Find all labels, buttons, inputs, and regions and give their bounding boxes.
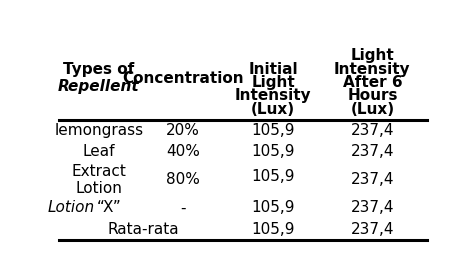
Text: Intensity: Intensity: [235, 88, 311, 104]
Text: Lotion: Lotion: [75, 181, 122, 196]
Text: 105,9: 105,9: [252, 169, 295, 183]
Text: After 6: After 6: [343, 75, 402, 90]
Text: 105,9: 105,9: [252, 222, 295, 237]
Text: Light: Light: [251, 75, 295, 90]
Text: Intensity: Intensity: [334, 62, 411, 77]
Text: 237,4: 237,4: [351, 172, 394, 187]
Text: (Lux): (Lux): [350, 102, 394, 117]
Text: -: -: [181, 200, 186, 215]
Text: 105,9: 105,9: [252, 123, 295, 138]
Text: 237,4: 237,4: [351, 200, 394, 215]
Text: 105,9: 105,9: [252, 144, 295, 159]
Text: Rata-rata: Rata-rata: [108, 222, 180, 237]
Text: (Lux): (Lux): [251, 102, 295, 117]
Text: lemongrass: lemongrass: [54, 123, 143, 138]
Text: Light: Light: [351, 48, 394, 63]
Text: “X”: “X”: [97, 200, 122, 215]
Text: 237,4: 237,4: [351, 222, 394, 237]
Text: 237,4: 237,4: [351, 144, 394, 159]
Text: Concentration: Concentration: [122, 71, 244, 86]
Text: 80%: 80%: [166, 172, 200, 187]
Text: 237,4: 237,4: [351, 123, 394, 138]
Text: Initial: Initial: [248, 62, 298, 77]
Text: Types of: Types of: [63, 62, 134, 77]
Text: 20%: 20%: [166, 123, 200, 138]
Text: Repellent: Repellent: [58, 79, 139, 94]
Text: Lotion: Lotion: [48, 200, 95, 215]
Text: Leaf: Leaf: [82, 144, 115, 159]
Text: 105,9: 105,9: [252, 200, 295, 215]
Text: Extract: Extract: [71, 164, 126, 179]
Text: Hours: Hours: [347, 88, 398, 104]
Text: 40%: 40%: [166, 144, 200, 159]
